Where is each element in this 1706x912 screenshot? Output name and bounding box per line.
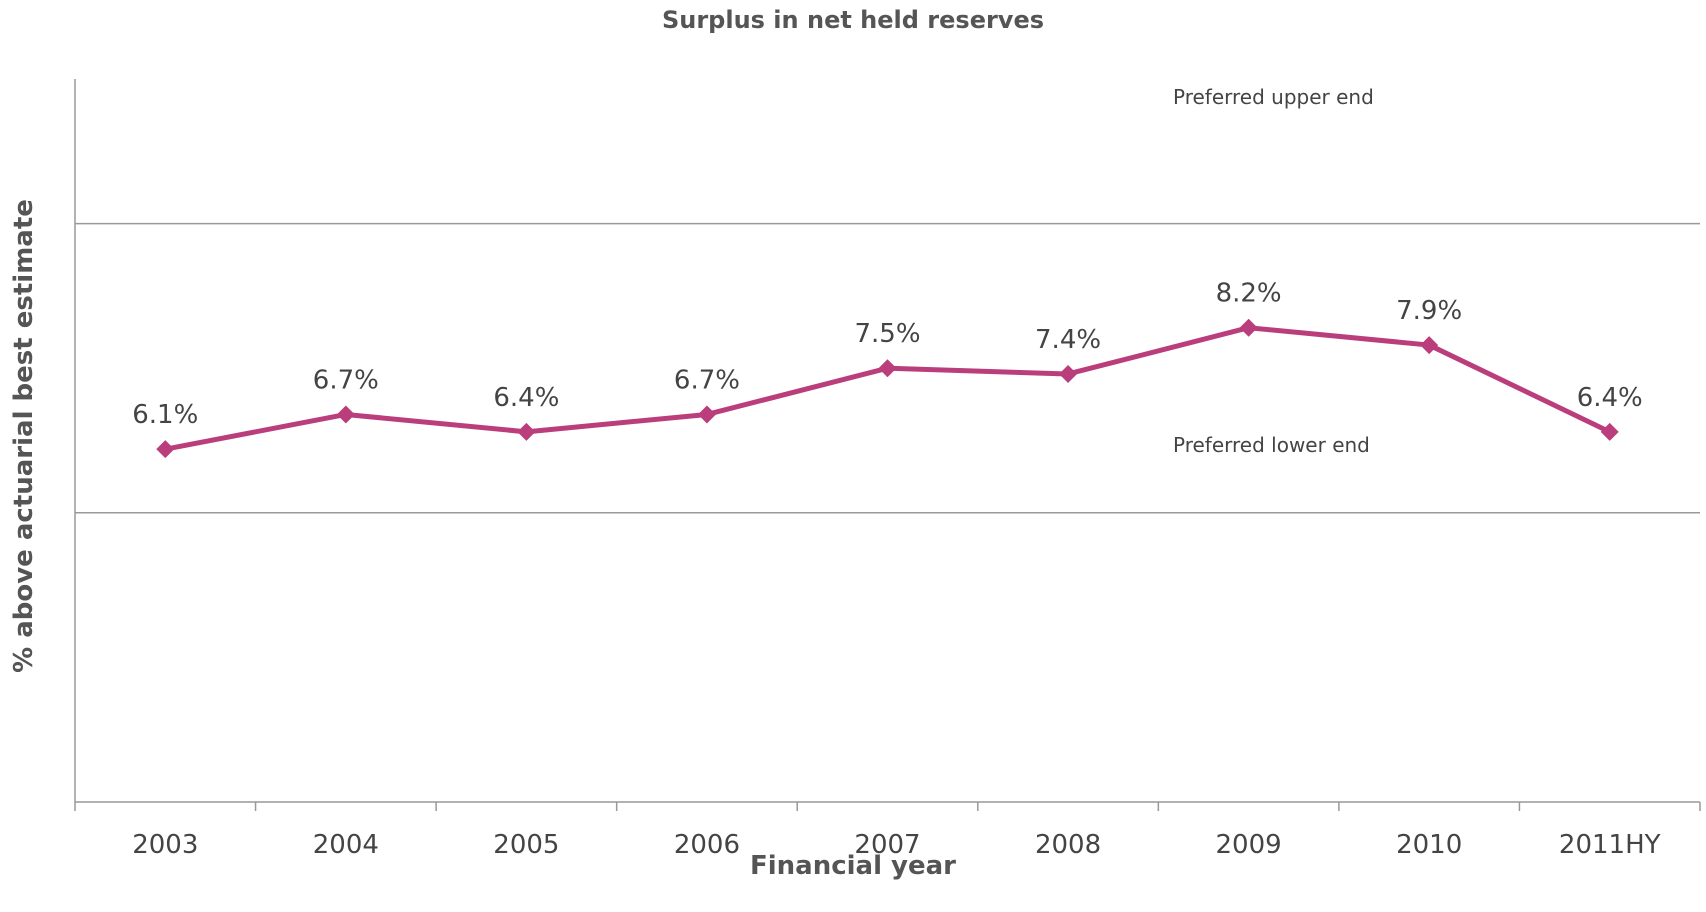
y-axis-title: % above actuarial best estimate	[9, 199, 39, 673]
x-tick-label: 2011HY	[1559, 830, 1661, 860]
data-label: 6.1%	[132, 400, 198, 430]
x-tick-label: 2003	[132, 830, 198, 860]
data-point	[156, 440, 175, 459]
x-axis-title: Financial year	[750, 851, 956, 881]
data-point	[697, 405, 716, 424]
data-label: 6.4%	[493, 383, 559, 413]
data-point	[1600, 422, 1619, 441]
data-point	[336, 405, 355, 424]
x-tick-label: 2004	[313, 830, 379, 860]
x-tick-label: 2008	[1035, 830, 1101, 860]
reference-line-label: Preferred upper end	[1173, 85, 1374, 109]
data-label: 6.7%	[674, 365, 740, 395]
chart-title: Surplus in net held reserves	[662, 6, 1044, 34]
data-label: 8.2%	[1216, 279, 1282, 309]
series-layer	[156, 318, 1619, 459]
x-tick-label: 2006	[674, 830, 740, 860]
data-labels: 6.1% 6.7% 6.4% 6.7% 7.5% 7.4% 8.2% 7.9% 6.4%	[132, 279, 1643, 430]
data-label: 6.7%	[313, 365, 379, 395]
x-tick-label: 2010	[1396, 830, 1462, 860]
x-tick-label: 2009	[1216, 830, 1282, 860]
data-point	[1239, 318, 1258, 337]
x-tick-label: 2005	[493, 830, 559, 860]
reference-lines: Preferred upper end Preferred lower end	[75, 85, 1700, 514]
data-point	[517, 422, 536, 441]
x-tick-label: 2007	[854, 830, 920, 860]
data-point	[1059, 364, 1078, 383]
reference-line-label: Preferred lower end	[1173, 433, 1370, 457]
x-axis-ticks	[74, 802, 1701, 811]
x-tick-labels: 2003 2004 2005 2006 2007 2008 2009 2010 2011HY	[132, 830, 1660, 860]
data-label: 7.4%	[1035, 325, 1101, 355]
data-point	[1420, 336, 1439, 355]
data-label: 6.4%	[1577, 383, 1643, 413]
data-label: 7.5%	[854, 319, 920, 349]
data-label: 7.9%	[1396, 296, 1462, 326]
data-point	[878, 359, 897, 378]
